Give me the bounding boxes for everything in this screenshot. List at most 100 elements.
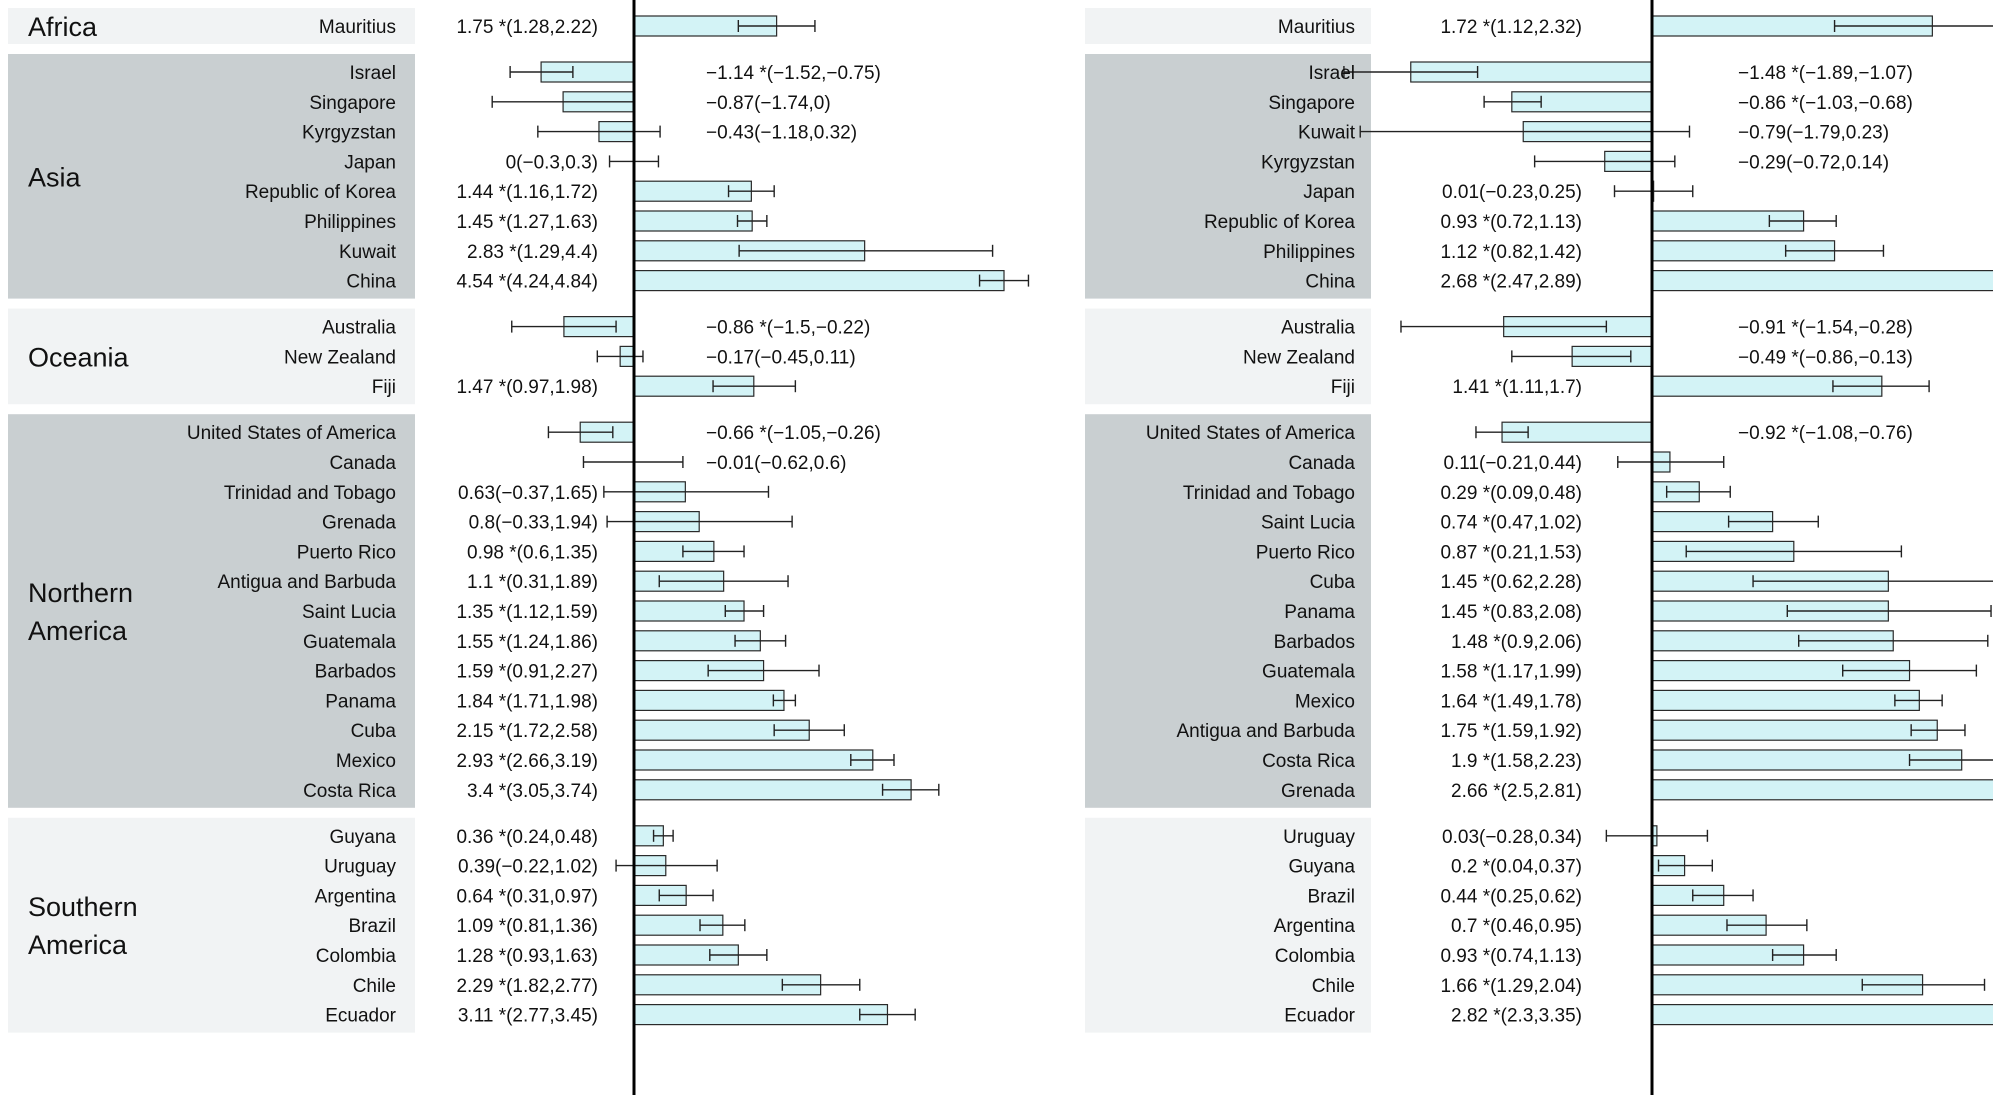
text-marks: Mauritius 1.72 *(1.12,2.32) Israel −1.48 *(… xyxy=(1146,17,1913,1027)
value-label: 0.2 *(0.04,0.37) xyxy=(1451,857,1582,878)
country-label: Guatemala xyxy=(303,632,396,653)
value-label: 2.29 *(1.82,2.77) xyxy=(456,976,598,997)
value-label: −0.87(−1.74,0) xyxy=(706,93,831,114)
value-label: 0(−0.3,0.3) xyxy=(506,152,598,173)
country-label: Australia xyxy=(322,318,396,339)
country-label: Uruguay xyxy=(324,857,396,878)
country-label: Antigua and Barbuda xyxy=(217,572,396,593)
value-label: 2.15 *(1.72,2.58) xyxy=(456,721,598,742)
value-label: 1.75 *(1.28,2.22) xyxy=(456,17,598,38)
bar-row-antigua-and-barbuda xyxy=(1651,719,1938,741)
country-label: Saint Lucia xyxy=(1261,513,1355,534)
value-label: 1.58 *(1.17,1.99) xyxy=(1440,662,1582,683)
country-label: Singapore xyxy=(309,93,396,114)
value-label: 1.9 *(1.58,2.23) xyxy=(1451,751,1582,772)
value-label: 1.55 *(1.24,1.86) xyxy=(456,632,598,653)
country-label: Grenada xyxy=(322,513,396,534)
value-label: 0.44 *(0.25,0.62) xyxy=(1440,886,1582,907)
bar-marks xyxy=(1343,15,1993,1026)
country-label: Kuwait xyxy=(1298,123,1356,144)
country-label: Grenada xyxy=(1281,781,1355,802)
bar-row-costa-rica xyxy=(633,779,912,801)
region-label: Northern xyxy=(28,578,133,608)
region-bands xyxy=(8,8,415,1033)
country-label: New Zealand xyxy=(284,347,396,368)
country-label: Colombia xyxy=(1275,946,1356,967)
value-label: −0.01(−0.62,0.6) xyxy=(706,453,847,474)
region-band-asia xyxy=(8,54,415,299)
bar-row-grenada xyxy=(1651,779,1993,801)
country-label: Singapore xyxy=(1268,93,1355,114)
chart-panel-right: Mauritius 1.72 *(1.12,2.32) Israel −1.48 *(… xyxy=(1085,0,1993,1095)
country-label: Costa Rica xyxy=(303,781,396,802)
value-label: 1.45 *(0.83,2.08) xyxy=(1440,602,1582,623)
country-label: Mauritius xyxy=(1278,17,1355,38)
value-label: 0.74 *(0.47,1.02) xyxy=(1440,513,1582,534)
value-label: 2.82 *(2.3,3.35) xyxy=(1451,1006,1582,1027)
country-label: China xyxy=(1305,272,1355,293)
bar-row-mexico xyxy=(633,749,874,771)
country-label: Brazil xyxy=(348,916,396,937)
country-label: Panama xyxy=(325,691,396,712)
region-band-group-3 xyxy=(1085,414,1371,808)
country-label: Guatemala xyxy=(1262,662,1355,683)
country-label: Argentina xyxy=(1274,916,1356,937)
value-label: −0.79(−1.79,0.23) xyxy=(1738,123,1889,144)
value-label: 1.64 *(1.49,1.78) xyxy=(1440,691,1582,712)
value-label: 0.11(−0.21,0.44) xyxy=(1443,453,1582,474)
country-label: Republic of Korea xyxy=(245,182,396,203)
country-label: Costa Rica xyxy=(1262,751,1355,772)
country-label: Ecuador xyxy=(1284,1006,1355,1027)
value-label: 1.35 *(1.12,1.59) xyxy=(456,602,598,623)
region-label: Southern xyxy=(28,892,138,922)
value-label: −0.17(−0.45,0.11) xyxy=(706,347,856,368)
country-label: Philippines xyxy=(304,212,396,233)
region-label: Oceania xyxy=(28,342,130,372)
country-label: Mauritius xyxy=(319,17,396,38)
country-label: New Zealand xyxy=(1243,347,1355,368)
bar-row-mexico xyxy=(1651,689,1920,712)
value-label: 1.66 *(1.29,2.04) xyxy=(1440,976,1582,997)
value-label: 1.28 *(0.93,1.63) xyxy=(456,946,598,967)
region-label: America xyxy=(28,930,128,960)
country-label: Trinidad and Tobago xyxy=(1183,483,1355,504)
value-label: 3.11 *(2.77,3.45) xyxy=(458,1006,598,1027)
value-label: −1.14 *(−1.52,−0.75) xyxy=(706,63,881,84)
region-band-africa xyxy=(1085,8,1371,44)
region-band-northern-america xyxy=(8,414,415,808)
value-label: 0.93 *(0.72,1.13) xyxy=(1440,212,1582,233)
value-label: 0.8(−0.33,1.94) xyxy=(469,513,598,534)
country-label: Mexico xyxy=(336,751,396,772)
country-label: Kuwait xyxy=(339,242,397,263)
country-label: Cuba xyxy=(351,721,397,742)
chart-panel-left: Africa Mauritius 1.75 *(1.28,2.22) Asia Isra… xyxy=(8,0,1030,1095)
country-label: Republic of Korea xyxy=(1204,212,1355,233)
value-label: −0.29(−0.72,0.14) xyxy=(1738,152,1889,173)
country-label: Israel xyxy=(1309,63,1355,84)
bar-row-philippines xyxy=(633,210,753,232)
region-band-africa xyxy=(8,8,415,44)
region-band-oceania xyxy=(8,308,415,405)
country-label: Cuba xyxy=(1310,572,1356,593)
bar-row-ecuador xyxy=(633,1003,889,1026)
country-label: Philippines xyxy=(1263,242,1355,263)
value-label: 0.36 *(0.24,0.48) xyxy=(456,827,598,848)
value-label: 0.01(−0.23,0.25) xyxy=(1442,182,1582,203)
value-label: 2.68 *(2.47,2.89) xyxy=(1440,272,1582,293)
country-label: Ecuador xyxy=(325,1006,396,1027)
country-label: Barbados xyxy=(1274,632,1355,653)
value-label: −1.48 *(−1.89,−1.07) xyxy=(1738,63,1913,84)
country-label: Argentina xyxy=(315,886,397,907)
value-label: 0.63(−0.37,1.65) xyxy=(458,483,598,504)
region-label: Asia xyxy=(28,162,82,192)
value-label: 0.03(−0.28,0.34) xyxy=(1442,827,1582,848)
value-label: 2.93 *(2.66,3.19) xyxy=(456,751,598,772)
country-label: Colombia xyxy=(316,946,397,967)
country-label: Japan xyxy=(1303,182,1355,203)
country-label: Saint Lucia xyxy=(302,602,396,623)
country-label: Panama xyxy=(1284,602,1355,623)
value-label: −0.92 *(−1.08,−0.76) xyxy=(1738,423,1913,444)
value-label: −0.91 *(−1.54,−0.28) xyxy=(1738,318,1913,339)
country-label: Chile xyxy=(353,976,396,997)
